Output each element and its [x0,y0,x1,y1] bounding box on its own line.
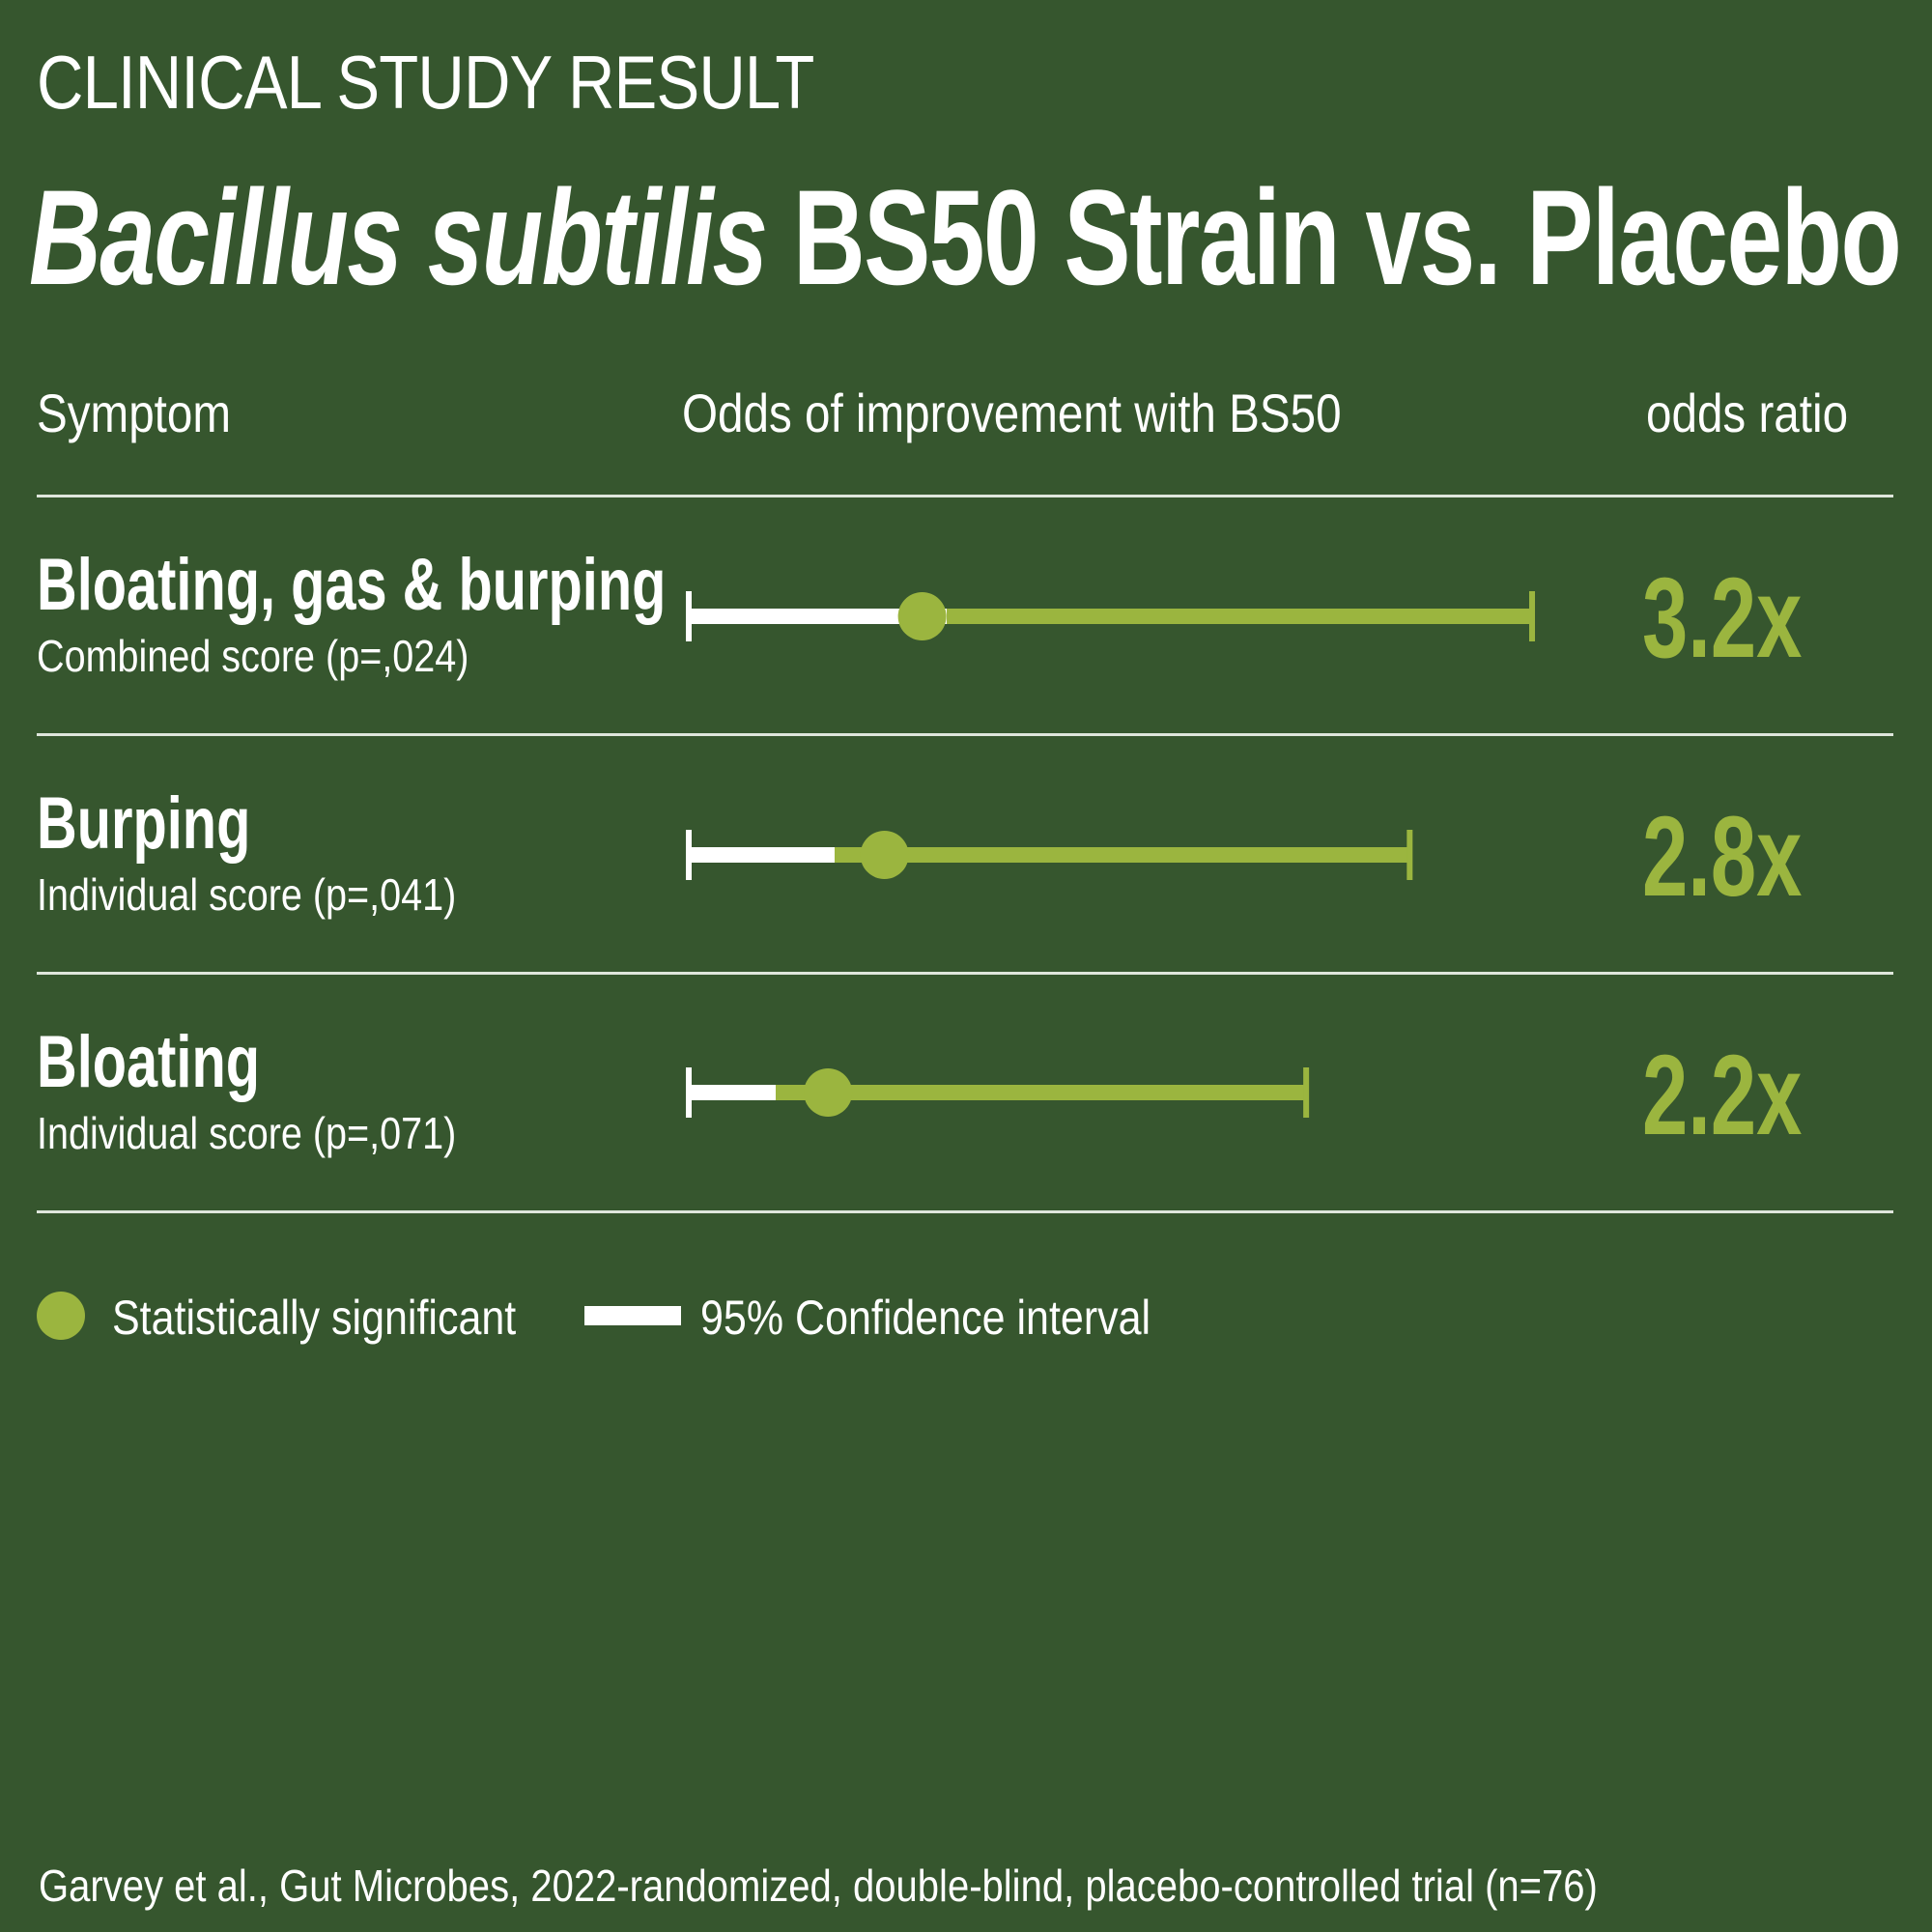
divider [37,1210,1893,1213]
row-subtitle: Individual score (p=,071) [37,1108,457,1158]
kicker: CLINICAL STUDY RESULT [37,40,814,125]
row-label: Burping [37,782,251,865]
confidence-interval-bar-icon [584,1306,681,1325]
odds-ratio-value: 3.2x [1642,554,1803,682]
page-title: Bacillus subtilis BS50 Strain vs. Placeb… [29,159,1902,316]
divider [37,972,1893,975]
column-header-symptom: Symptom [37,383,232,443]
row-subtitle: Individual score (p=,041) [37,869,457,920]
odds-ratio-value: 2.2x [1642,1032,1803,1159]
source-footnote: Garvey et al., Gut Microbes, 2022-random… [39,1861,1598,1911]
column-header-odds-ratio: odds ratio [1646,383,1849,443]
odds-ratio-point [897,592,947,640]
divider [37,733,1893,736]
divider [37,495,1893,497]
odds-ratio-value: 2.8x [1642,793,1803,921]
title-species: Bacillus subtilis [29,161,768,313]
row-label: Bloating, gas & burping [37,544,667,626]
legend-confidence-interval: 95% Confidence interval [700,1291,1151,1345]
column-header-odds-of-improvement: Odds of improvement with BS50 [682,383,1342,443]
odds-ratio-point [804,1068,853,1117]
row-subtitle: Combined score (p=,024) [37,631,469,681]
odds-ratio-point [860,831,909,879]
title-rest: BS50 Strain vs. Placebo [766,161,1902,313]
row-label: Bloating [37,1021,261,1103]
significant-dot-icon [37,1292,85,1340]
legend-significant: Statistically significant [112,1291,517,1345]
